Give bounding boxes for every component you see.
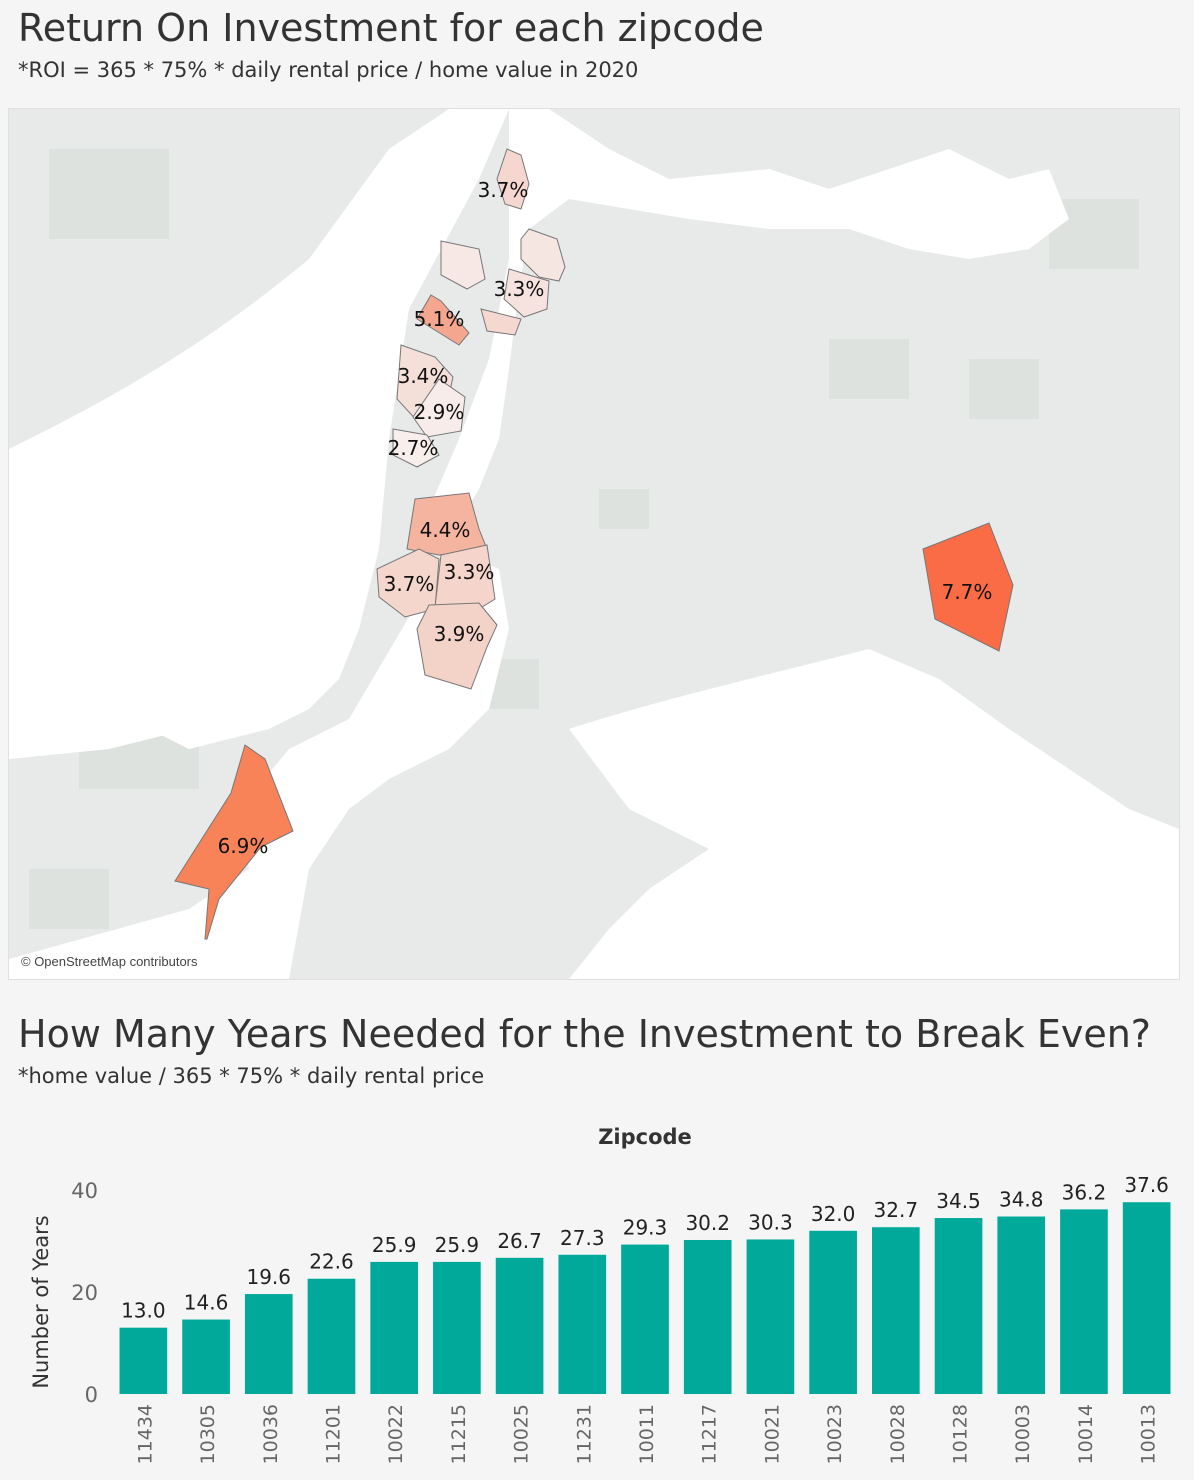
zip-region-east-midtown (480, 308, 522, 336)
zip-region-uptown-east (503, 268, 550, 318)
bar (558, 1254, 607, 1394)
roi-map[interactable]: 3.7% 3.3% 5.1% 3.4% 2.9% 2.7% 4.4% 3.7% … (8, 108, 1180, 980)
map-title: Return On Investment for each zipcode (18, 6, 764, 50)
bar (1060, 1209, 1108, 1394)
y-axis-title: Number of Years (29, 1215, 53, 1388)
x-tick-label: 10013 (1138, 1404, 1160, 1464)
bar-value-label: 14.6 (184, 1291, 229, 1315)
x-tick-label: 11217 (699, 1404, 721, 1464)
bar (997, 1216, 1046, 1394)
x-tick-label: 11201 (322, 1404, 344, 1464)
zip-region-manhattan-north (496, 148, 530, 210)
map-subtitle: *ROI = 365 * 75% * daily rental price / … (18, 58, 639, 82)
chart-title: How Many Years Needed for the Investment… (18, 1012, 1151, 1056)
x-tick-label: 10305 (197, 1404, 219, 1464)
zip-region-park-slope (434, 544, 496, 610)
roi-label: 2.9% (414, 400, 465, 424)
bar-value-label: 30.2 (685, 1211, 730, 1235)
bar-value-label: 32.0 (811, 1202, 856, 1226)
roi-label: 5.1% (414, 307, 465, 331)
map-attribution: © OpenStreetMap contributors (21, 954, 198, 969)
roi-label: 3.7% (384, 572, 435, 596)
zip-region-11434 (922, 522, 1014, 652)
bar (307, 1278, 356, 1394)
x-axis-title: Zipcode (598, 1125, 692, 1149)
bar-value-label: 30.3 (748, 1210, 793, 1234)
park-areas (29, 149, 1139, 929)
x-tick-label: 10028 (887, 1404, 909, 1464)
bar (934, 1218, 983, 1394)
bar-value-label: 25.9 (372, 1233, 417, 1257)
y-tick-label: 0 (85, 1383, 98, 1407)
x-tick-label: 10128 (950, 1404, 972, 1464)
bar-value-label: 22.6 (309, 1250, 354, 1274)
chart-subtitle: *home value / 365 * 75% * daily rental p… (18, 1064, 485, 1088)
roi-label: 7.7% (942, 580, 993, 604)
zip-region-midtown (416, 294, 470, 346)
roi-label: 3.9% (434, 622, 485, 646)
roi-label: 6.9% (218, 834, 269, 858)
x-tick-label: 10022 (385, 1404, 407, 1464)
x-tick-label: 10003 (1012, 1404, 1034, 1464)
roi-label: 2.7% (388, 436, 439, 460)
zip-region-east-harlem (520, 228, 566, 282)
bar (244, 1294, 293, 1394)
zip-region-greenwich (412, 378, 466, 438)
bar (683, 1239, 732, 1394)
bar (433, 1261, 481, 1394)
x-tick-label: 10014 (1075, 1404, 1097, 1464)
zip-region-tribeca (392, 428, 440, 468)
x-tick-label: 10021 (761, 1404, 783, 1464)
bar-value-label: 26.7 (497, 1229, 542, 1253)
roi-label: 3.3% (494, 277, 545, 301)
bar-value-label: 29.3 (623, 1216, 668, 1240)
bar (182, 1319, 230, 1394)
bar-value-label: 36.2 (1062, 1180, 1107, 1204)
roi-label: 4.4% (420, 518, 471, 542)
x-tick-label: 10036 (260, 1404, 282, 1464)
bar (370, 1261, 419, 1394)
bar (746, 1239, 795, 1394)
x-tick-label: 11231 (573, 1404, 595, 1464)
map-canvas: 3.7% 3.3% 5.1% 3.4% 2.9% 2.7% 4.4% 3.7% … (9, 109, 1179, 979)
bar (871, 1227, 920, 1394)
roi-label: 3.7% (478, 178, 529, 202)
bar-value-label: 27.3 (560, 1226, 605, 1250)
y-tick-label: 40 (71, 1179, 98, 1203)
bar-value-label: 13.0 (121, 1299, 166, 1323)
bar-value-label: 19.6 (246, 1265, 291, 1289)
x-tick-label: 10023 (824, 1404, 846, 1464)
x-tick-label: 11215 (448, 1404, 470, 1464)
bar-value-label: 32.7 (874, 1198, 919, 1222)
roi-label: 3.3% (444, 560, 495, 584)
bar (495, 1257, 544, 1394)
y-tick-label: 20 (71, 1281, 98, 1305)
bar-value-label: 37.6 (1124, 1173, 1169, 1197)
zip-region-10305 (174, 744, 294, 940)
roi-label: 3.4% (398, 364, 449, 388)
x-tick-label: 10011 (636, 1404, 658, 1464)
zipcode-regions (174, 148, 1014, 940)
x-tick-label: 10025 (511, 1404, 533, 1464)
bar (809, 1230, 857, 1394)
zip-region-upper-west (440, 240, 486, 290)
x-tick-label: 11434 (134, 1404, 156, 1464)
bar (1122, 1202, 1171, 1394)
zip-region-south-slope (416, 602, 498, 690)
break-even-bar-chart: Zipcode Number of Years 0 20 40 13.0 11434 14.6… (29, 1125, 1171, 1464)
bar-value-label: 34.8 (999, 1188, 1044, 1212)
bar (621, 1244, 669, 1394)
bar (119, 1327, 168, 1394)
bar-value-label: 25.9 (435, 1233, 480, 1257)
bar-value-label: 34.5 (936, 1189, 981, 1213)
